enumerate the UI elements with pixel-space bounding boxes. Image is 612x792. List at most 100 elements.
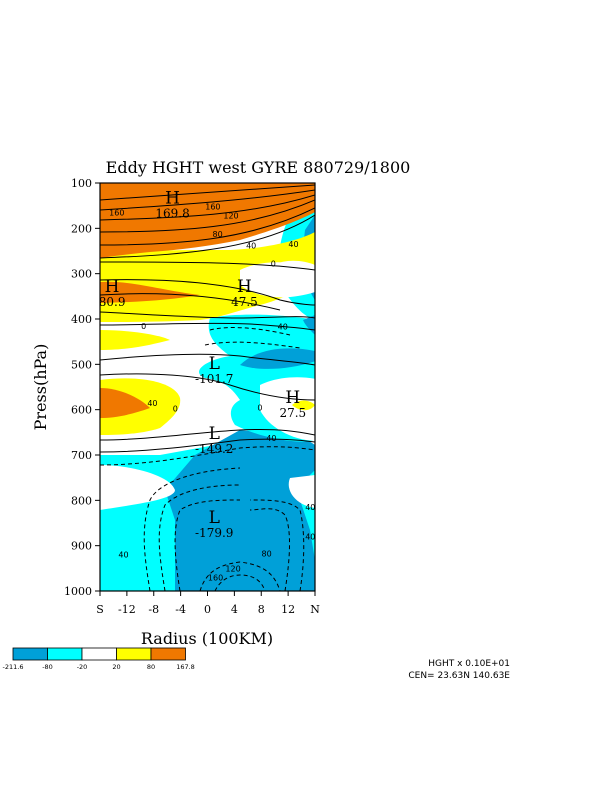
x-axis: S -12 -8 -4 0 4 8 12 N: [96, 591, 320, 616]
extremum-letter: H: [105, 277, 120, 297]
contour-label: 40: [305, 503, 315, 512]
x-tick-label: S: [96, 603, 104, 616]
extremum-letter: H: [237, 277, 252, 297]
y-tick-label: 900: [71, 540, 92, 553]
contour-line: [249, 499, 305, 591]
contour-line: [100, 446, 315, 466]
contour-label: 80: [262, 549, 272, 558]
colorbar-swatch: [150, 647, 186, 661]
y-tick-label: 200: [71, 222, 92, 235]
extremum-letter: L: [209, 424, 220, 444]
contour-label: 0: [141, 322, 146, 331]
x-axis-label: Radius (100KM): [141, 629, 273, 648]
fill-white-upper: [240, 262, 315, 298]
fill-white-lower-left: [100, 465, 175, 510]
y-tick-label: 300: [71, 268, 92, 281]
y-tick-label: 400: [71, 313, 92, 326]
extrema-markers: H169.8H80.9H47.5L-101.7L-149.2L-179.9H27…: [99, 188, 306, 540]
y-tick-label: 800: [71, 494, 92, 507]
contour-line: [100, 261, 315, 271]
contour-line: [100, 199, 315, 233]
contour-label: 0: [271, 260, 276, 269]
colorbar-label: -80: [42, 663, 53, 671]
contour-line: [214, 574, 266, 591]
colorbar-label: -20: [77, 663, 88, 671]
contour-line: [100, 322, 315, 331]
fill-white-lower-right: [288, 475, 315, 508]
contour-label: 40: [147, 399, 157, 408]
contour-label: 160: [109, 208, 124, 217]
contour-label: 40: [246, 242, 256, 251]
contour-line: [100, 428, 315, 441]
x-tick-label: -12: [118, 603, 136, 616]
contour-line: [158, 484, 241, 591]
contour-line: [100, 438, 315, 453]
contour-lines: [100, 184, 315, 591]
contour-line: [100, 207, 315, 246]
extremum-value: 27.5: [279, 406, 306, 420]
x-tick-label: 8: [258, 603, 265, 616]
chart-title: Eddy HGHT west GYRE 880729/1800: [106, 158, 411, 177]
contour-line: [199, 561, 281, 591]
extremum-value: 47.5: [231, 295, 258, 309]
fill-orange-left-pocket: [100, 281, 200, 303]
x-tick-label: N: [310, 603, 320, 616]
contour-line: [100, 279, 315, 306]
colorbar: -211.6 -80 -20 20 80 167.8: [3, 647, 195, 671]
fill-blue-mid: [240, 348, 315, 369]
colorbar-label: 20: [112, 663, 120, 671]
contour-line: [209, 327, 291, 336]
contour-label: 40: [278, 322, 288, 331]
extremum-letter: H: [165, 188, 180, 208]
x-tick-label: -8: [148, 603, 159, 616]
extremum-value: 80.9: [99, 295, 126, 309]
fill-orange-upper: [100, 183, 315, 258]
contour-label: 120: [225, 564, 240, 573]
extremum-letter: H: [285, 388, 300, 408]
y-tick-label: 700: [71, 449, 92, 462]
contour-label: 0: [257, 403, 262, 412]
fill-yellow-small-left: [100, 330, 170, 350]
y-axis-label: Press(hPa): [31, 344, 50, 431]
y-tick-label: 1000: [64, 585, 92, 598]
contour-label: 40: [305, 533, 315, 542]
contour-label: 160: [208, 573, 223, 582]
contour-label: 0: [173, 404, 178, 413]
colorbar-swatch: [116, 647, 152, 661]
contour-line: [100, 189, 315, 211]
contour-line: [174, 499, 241, 591]
contour-line: [100, 214, 315, 259]
extremum-letter: L: [209, 508, 220, 528]
filled-contours: [100, 183, 315, 591]
extremum-value: -101.7: [195, 372, 233, 386]
contour-label: 40: [118, 551, 128, 560]
colorbar-label: 80: [147, 663, 155, 671]
extremum-value: -179.9: [195, 526, 233, 540]
x-tick-label: 12: [281, 603, 295, 616]
y-tick-label: 500: [71, 358, 92, 371]
contour-line: [100, 293, 281, 311]
colorbar-label: 167.8: [176, 663, 195, 671]
contour-label: 160: [205, 203, 220, 212]
contour-label: 120: [223, 212, 238, 221]
contour-line: [100, 353, 315, 366]
contour-line: [143, 467, 241, 591]
colorbar-label: -211.6: [3, 663, 24, 671]
fill-yellow-mid-right: [292, 400, 315, 411]
extremum-value: 169.8: [155, 206, 189, 220]
x-tick-label: -4: [175, 603, 186, 616]
y-tick-label: 600: [71, 404, 92, 417]
y-axis: 100 200 300 400 500 600 700 800 900 1000: [64, 177, 100, 598]
contour-label: 40: [266, 434, 276, 443]
colorbar-swatch: [81, 647, 117, 661]
x-tick-label: 0: [204, 603, 211, 616]
contour-line: [100, 311, 315, 319]
extremum-letter: L: [209, 354, 220, 374]
colorbar-swatch: [12, 647, 48, 661]
contour-label: 40: [288, 240, 298, 249]
fill-orange-mid-left: [100, 388, 150, 418]
x-tick-label: 4: [231, 603, 238, 616]
contour-line: [204, 341, 301, 349]
